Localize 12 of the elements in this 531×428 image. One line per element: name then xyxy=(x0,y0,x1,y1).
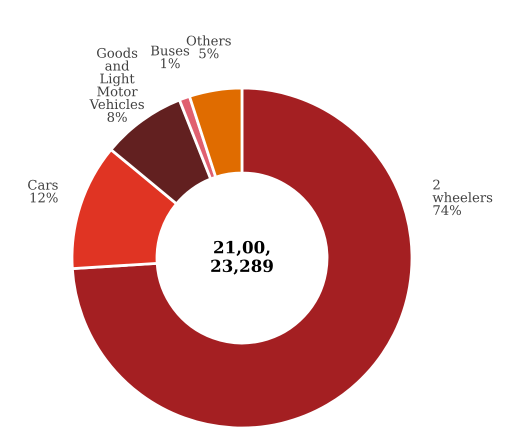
slice-label: Others xyxy=(186,35,231,46)
slice-label: Buses xyxy=(150,46,190,56)
slice-label: 2 wheelers xyxy=(432,180,492,202)
data-label: 8% xyxy=(108,112,127,122)
slice-label: Cars xyxy=(28,180,58,190)
donut-slice xyxy=(70,86,414,428)
text: 21,00, 23,289 xyxy=(211,240,273,275)
data-label: 12% xyxy=(30,192,58,203)
data-label: 5% xyxy=(199,48,218,58)
slice-label: Goods and Light Motor Vehicles xyxy=(89,48,144,110)
data-label: 74% xyxy=(434,205,461,216)
data-label: 1% xyxy=(161,58,180,68)
